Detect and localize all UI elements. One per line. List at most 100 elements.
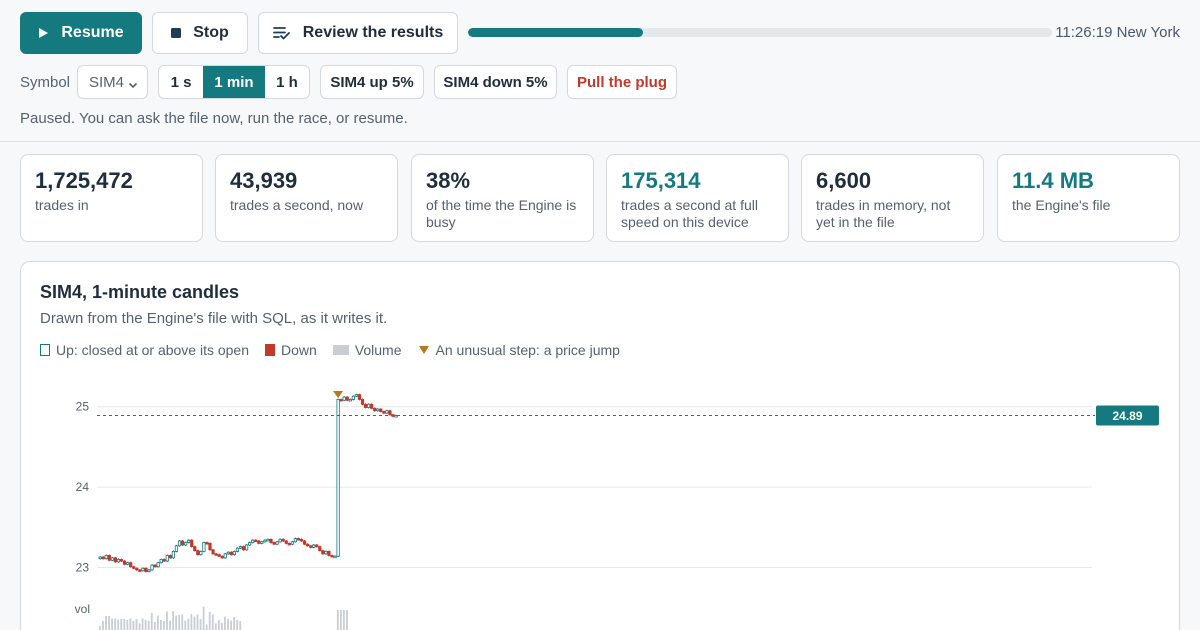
y-tick-label: 23: [76, 561, 90, 575]
candle-up: [156, 562, 160, 568]
volume-bar: [202, 606, 205, 630]
candle-up: [366, 403, 371, 408]
candle-down: [190, 539, 194, 547]
candle-up: [266, 538, 270, 542]
candle-up: [147, 569, 151, 572]
volume-bar: [214, 623, 217, 630]
volume-bar: [102, 621, 104, 630]
volume-bar: [172, 611, 174, 630]
play-icon: [38, 27, 49, 39]
volume-bar: [208, 612, 211, 630]
candle-down: [119, 559, 124, 562]
symbol-select[interactable]: SIM4: [77, 65, 148, 99]
candle-down: [299, 538, 304, 542]
candle-down: [193, 546, 197, 552]
candle-up: [351, 395, 355, 400]
candle-down: [168, 555, 172, 559]
candle-up: [150, 564, 154, 571]
review-results-button[interactable]: Review the results: [258, 12, 458, 54]
volume-bar: [224, 616, 226, 630]
candle-up: [171, 551, 175, 559]
volume-bar: [150, 613, 153, 630]
volume-bar: [184, 620, 187, 630]
volume-bar: [108, 616, 110, 630]
sim4-up-button[interactable]: SIM4 up 5%: [320, 65, 424, 99]
volume-bar: [236, 620, 239, 630]
candle-down: [129, 562, 133, 568]
candle-up: [263, 539, 267, 543]
interval-1s[interactable]: 1 s: [170, 73, 192, 91]
candle-up: [116, 559, 121, 563]
volume-bar: [105, 616, 107, 630]
candle-down: [305, 543, 310, 547]
stat-label: trades a second, now: [230, 197, 364, 213]
candle-up: [126, 562, 130, 565]
volume-bar: [339, 610, 342, 630]
volume-bar: [230, 620, 232, 630]
candle-down: [220, 555, 224, 559]
candle-down: [321, 550, 325, 555]
candle-up: [159, 559, 163, 564]
candle-down: [257, 540, 261, 544]
candle-up: [342, 396, 346, 401]
resume-button[interactable]: Resume: [20, 12, 142, 54]
candle-down: [318, 546, 322, 552]
volume-bar: [135, 619, 138, 630]
candle-down: [153, 564, 157, 568]
candle-down: [208, 542, 212, 551]
legend-volume-label: Volume: [354, 342, 402, 358]
volume-bar: [132, 621, 135, 630]
volume-bar: [181, 614, 184, 630]
volume-bar: [239, 621, 242, 630]
candle-down: [330, 555, 334, 558]
candle-down: [373, 407, 377, 412]
legend-down: Down: [265, 342, 317, 358]
legend-jump-swatch: [418, 342, 430, 358]
volume-bar: [111, 618, 113, 630]
clock: 11:26:19 New York: [1055, 24, 1180, 41]
stat-card-in-memory: 6,600 trades in memory, not yet in the f…: [801, 154, 984, 242]
candle-up: [260, 541, 264, 544]
volume-bar: [233, 617, 235, 630]
stop-button[interactable]: Stop: [152, 12, 248, 54]
candle-up: [394, 415, 398, 418]
interval-1h[interactable]: 1 h: [276, 73, 298, 91]
volume-bar: [336, 610, 339, 630]
stat-label: the Engine's file: [1012, 197, 1111, 213]
candle-up: [235, 547, 240, 552]
stat-card-trades-in: 1,725,472 trades in: [20, 154, 203, 242]
interval-1min[interactable]: 1 min: [203, 66, 265, 98]
volume-bar: [141, 618, 144, 630]
legend-volume: Volume: [332, 342, 402, 358]
pull-plug-button[interactable]: Pull the plug: [567, 65, 677, 99]
candle-up: [324, 551, 328, 555]
candle-up: [183, 542, 188, 546]
candle-down: [211, 549, 215, 555]
stat-value: 1,725,472: [35, 168, 133, 193]
candle-down: [272, 542, 276, 545]
sim4-down-button[interactable]: SIM4 down 5%: [434, 65, 557, 99]
volume-bar: [221, 623, 223, 630]
candle-down: [363, 403, 368, 408]
candle-up: [177, 540, 182, 547]
stat-label: trades a second at full speed on this de…: [621, 197, 758, 230]
candle-down: [113, 557, 118, 563]
checklist-icon: [272, 26, 291, 40]
candle-up: [244, 544, 249, 551]
stat-label: trades in memory, not yet in the file: [816, 197, 951, 230]
candle-down: [309, 545, 313, 548]
candle-up: [348, 399, 352, 402]
stat-card-trades-per-second: 43,939 trades a second, now: [215, 154, 398, 242]
candle-down: [162, 559, 166, 562]
volume-bar: [156, 615, 159, 630]
candle-up: [275, 541, 279, 545]
candle-down: [144, 567, 148, 572]
legend-up-swatch: [40, 344, 50, 356]
volume-bar: [166, 611, 168, 630]
chevron-down-icon: [128, 77, 138, 94]
volume-bar: [196, 614, 199, 630]
candle-down: [101, 556, 105, 560]
candle-down: [254, 539, 258, 543]
stop-label: Stop: [193, 24, 229, 41]
candle-down: [281, 538, 285, 542]
